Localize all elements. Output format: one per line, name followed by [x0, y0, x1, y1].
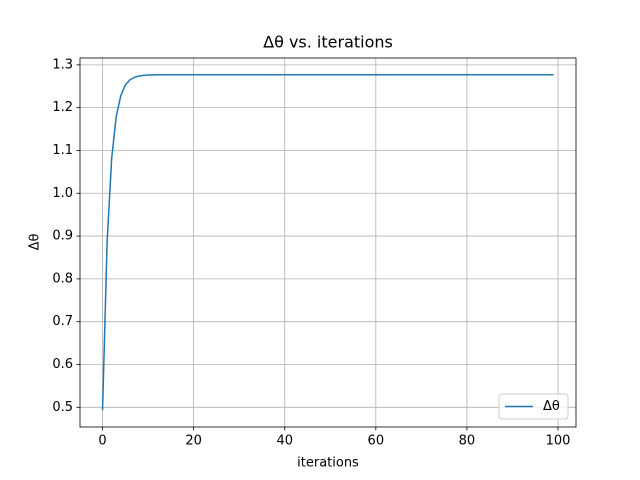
x-tick-label: 40 — [276, 434, 293, 449]
y-tick-label: 1.0 — [52, 186, 73, 201]
x-tick-label: 0 — [98, 434, 106, 449]
legend-box — [498, 393, 569, 420]
y-tick-label: 1.1 — [52, 143, 73, 158]
y-tick-label: 1.3 — [52, 57, 73, 72]
y-tick-label: 0.7 — [52, 314, 73, 329]
x-tick-label: 60 — [368, 434, 385, 449]
legend-label: Δθ — [543, 399, 560, 414]
y-tick-label: 0.6 — [52, 357, 73, 372]
y-tick-label: 0.9 — [52, 229, 73, 244]
x-axis-label: iterations — [297, 456, 359, 471]
y-tick-label: 0.5 — [52, 400, 73, 415]
y-tick-label: 1.2 — [52, 100, 73, 115]
x-tick-label: 20 — [185, 434, 202, 449]
line — [101, 73, 554, 411]
y-axis-label: Δθ — [28, 234, 43, 251]
y-tick-label: 0.8 — [52, 271, 73, 286]
x-tick-label: 100 — [546, 434, 571, 449]
chart-title: Δθ vs. iterations — [263, 33, 393, 52]
x-tick-label: 80 — [459, 434, 476, 449]
axes-frame — [79, 57, 577, 428]
